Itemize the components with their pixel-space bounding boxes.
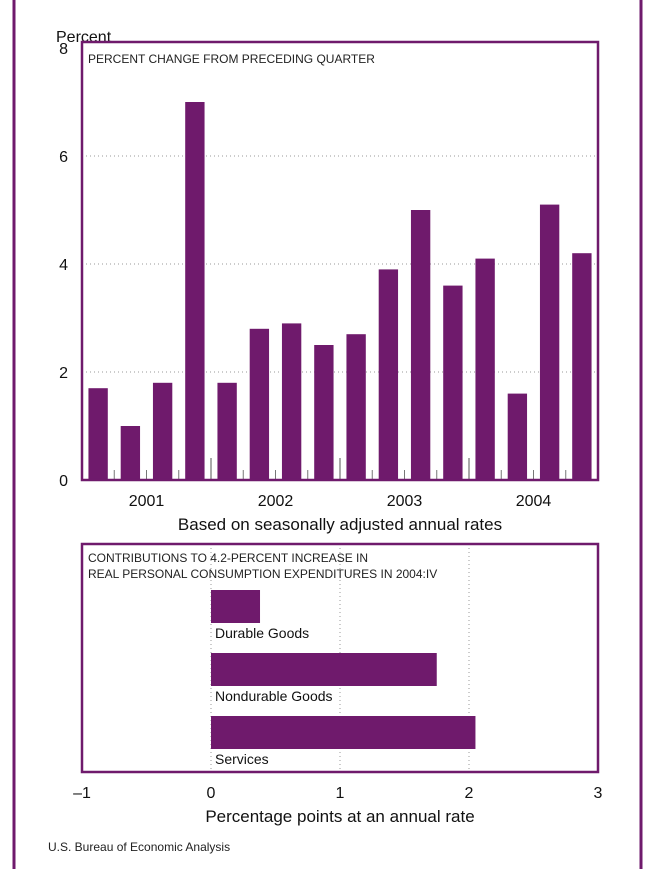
source-note: U.S. Bureau of Economic Analysis — [48, 840, 231, 854]
bar-2001-iv — [185, 102, 205, 480]
hbar-label: Durable Goods — [215, 625, 309, 641]
bar-2002-iv — [314, 345, 334, 480]
bottom-x-axis-title: Percentage points at an annual rate — [205, 807, 474, 826]
x-year-label: 2004 — [516, 493, 552, 510]
x-tick-label: 2 — [465, 785, 474, 802]
hbar-label: Services — [215, 751, 269, 767]
x-tick-label: 3 — [594, 785, 603, 802]
x-axis-title: Based on seasonally adjusted annual rate… — [178, 515, 502, 534]
bar-2002-i — [217, 382, 237, 480]
bottom-panel-frame — [80, 542, 600, 774]
x-year-label: 2003 — [387, 493, 423, 510]
bar-2003-iv — [443, 285, 463, 480]
y-tick-label: 4 — [59, 257, 68, 274]
bar-2003-iii — [410, 210, 431, 480]
bar-2004-iii — [539, 204, 560, 480]
bar-2004-i — [475, 258, 495, 480]
top-panel-frame — [80, 40, 600, 482]
x-year-label: 2001 — [129, 493, 165, 510]
y-tick-label: 8 — [59, 41, 68, 58]
hbar-label: Nondurable Goods — [215, 688, 333, 704]
bar-2003-ii — [378, 269, 399, 480]
bar-2001-i — [88, 388, 108, 480]
y-tick-label: 6 — [59, 149, 68, 166]
hbar-services — [211, 716, 476, 749]
x-tick-label: –1 — [73, 785, 91, 802]
y-tick-label: 2 — [59, 365, 68, 382]
bar-2001-iii — [152, 382, 173, 480]
y-tick-label: 0 — [59, 473, 68, 490]
x-tick-label: 1 — [336, 785, 345, 802]
bar-2001-ii — [120, 426, 141, 480]
bar-2002-iii — [281, 323, 302, 480]
bar-2004-iv — [572, 253, 592, 480]
x-tick-label: 0 — [207, 785, 216, 802]
top-panel-title: PERCENT CHANGE FROM PRECEDING QUARTER — [88, 52, 375, 66]
bar-2003-i — [346, 334, 366, 480]
x-year-label: 2002 — [258, 493, 294, 510]
bar-2002-ii — [249, 328, 270, 480]
bottom-panel-title-line: CONTRIBUTIONS TO 4.2-PERCENT INCREASE IN — [88, 551, 368, 565]
bar-2004-ii — [507, 393, 528, 480]
hbar-durable-goods — [211, 590, 261, 623]
hbar-nondurable-goods — [211, 653, 437, 686]
bottom-panel-title-line: REAL PERSONAL CONSUMPTION EXPENDITURES I… — [88, 567, 437, 581]
